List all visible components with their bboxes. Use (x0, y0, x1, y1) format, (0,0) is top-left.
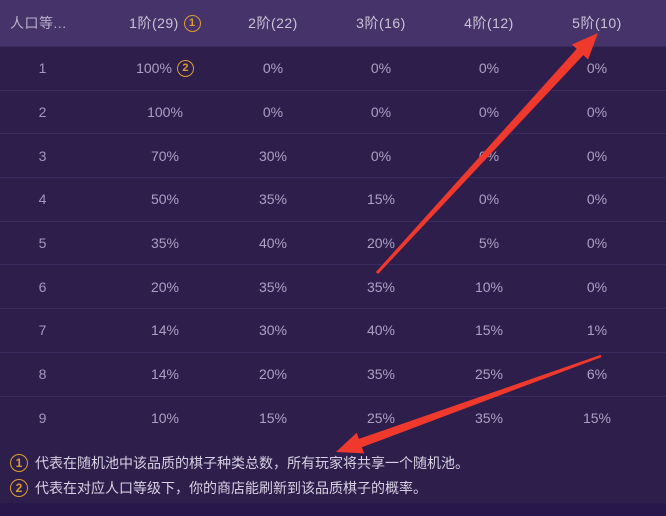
level-cell: 7 (38, 322, 47, 339)
table-row-level-9: 9 10% 15% 25% 35% 15% (0, 395, 666, 440)
footnote-2-badge: 2 (10, 478, 28, 497)
footnote-1: 1 代表在随机池中该品质的棋子种类总数，所有玩家将共享一个随机池。 (10, 450, 666, 475)
level-cell: 1 (38, 60, 47, 77)
footnote-1-badge: 1 (10, 453, 28, 472)
odds-cell-tier4: 15% (474, 322, 504, 339)
odds-cell-tier3: 0% (370, 104, 392, 121)
odds-cell-tier2: 20% (258, 366, 288, 383)
odds-cell-tier5: 6% (586, 366, 608, 383)
odds-cell-tier4: 35% (474, 409, 504, 426)
level-cell: 2 (38, 104, 47, 121)
odds-cell-tier3: 20% (366, 235, 396, 252)
column-header-tier4: 4阶(12) (464, 15, 514, 31)
table-body: 1 100% 2 0% 0% 0% 0% 2 100% 0% 0% 0% 0% … (0, 46, 666, 439)
table-row-level-1: 1 100% 2 0% 0% 0% 0% (0, 46, 666, 90)
table-row-level-8: 8 14% 20% 35% 25% 6% (0, 351, 666, 396)
odds-cell-tier2: 0% (262, 104, 284, 121)
odds-cell-tier3: 15% (366, 191, 396, 208)
odds-cell-tier2: 35% (258, 278, 288, 295)
odds-cell-tier4: 0% (478, 191, 500, 208)
table-row-level-4: 4 50% 35% 15% 0% 0% (0, 177, 666, 221)
odds-cell-tier4: 10% (474, 278, 504, 295)
odds-cell-tier3: 0% (370, 60, 392, 77)
odds-cell-tier4: 0% (478, 60, 500, 77)
level-cell: 3 (38, 147, 47, 164)
odds-cell-tier2: 30% (258, 147, 288, 164)
odds-cell-tier2: 40% (258, 235, 288, 252)
odds-cell-tier3: 35% (366, 278, 396, 295)
table-header-row: 人口等... 1阶(29) 1 2阶(22) 3阶(16) 4阶(12) 5阶(… (0, 0, 666, 46)
level-cell: 5 (38, 235, 47, 252)
footnote-2: 2 代表在对应人口等级下，你的商店能刷新到该品质棋子的概率。 (10, 475, 666, 500)
odds-cell-tier1: 10% (150, 409, 180, 426)
odds-cell-tier5: 0% (586, 104, 608, 121)
odds-cell-tier1: 70% (150, 147, 180, 164)
footnote-2-text: 代表在对应人口等级下，你的商店能刷新到该品质棋子的概率。 (35, 479, 427, 496)
odds-cell-tier1: 100% 2 (111, 47, 219, 90)
note-ref-1-badge: 1 (183, 14, 201, 32)
level-cell: 6 (38, 278, 47, 295)
odds-cell-tier5: 0% (586, 278, 608, 295)
column-header-population-level: 人口等... (0, 0, 111, 46)
odds-cell-tier4: 0% (478, 147, 500, 164)
table-row-level-2: 2 100% 0% 0% 0% 0% (0, 89, 666, 134)
odds-cell-tier3: 40% (366, 322, 396, 339)
level-cell: 8 (38, 366, 47, 383)
odds-cell-tier2: 0% (262, 60, 284, 77)
odds-cell-tier5: 0% (586, 147, 608, 164)
column-header-tier1: 1阶(29) 1 (111, 0, 219, 46)
table-row-level-5: 5 35% 40% 20% 5% 0% (0, 220, 666, 265)
odds-cell-tier1: 50% (150, 191, 180, 208)
footnote-1-text: 代表在随机池中该品质的棋子种类总数，所有玩家将共享一个随机池。 (35, 454, 469, 471)
odds-cell-tier3: 35% (366, 366, 396, 383)
odds-cell-tier5: 0% (586, 191, 608, 208)
odds-cell-tier2: 15% (258, 409, 288, 426)
odds-cell-tier5: 1% (586, 322, 608, 339)
odds-cell-tier1: 35% (150, 235, 180, 252)
odds-cell-tier3: 0% (370, 147, 392, 164)
odds-cell-tier5: 0% (586, 60, 608, 77)
bottom-strip (0, 503, 666, 516)
note-ref-2-badge: 2 (176, 59, 194, 77)
column-header-population-label: 人口等... (10, 15, 67, 31)
odds-value: 100% (136, 60, 172, 77)
footnotes: 1 代表在随机池中该品质的棋子种类总数，所有玩家将共享一个随机池。 2 代表在对… (0, 439, 666, 503)
table-row-level-6: 6 20% 35% 35% 10% 0% (0, 264, 666, 308)
column-header-tier5: 5阶(10) (572, 15, 622, 31)
odds-cell-tier1: 100% (147, 104, 183, 121)
table-row-level-7: 7 14% 30% 40% 15% 1% (0, 308, 666, 352)
odds-cell-tier1: 20% (150, 278, 180, 295)
odds-cell-tier4: 5% (478, 235, 500, 252)
column-header-tier2: 2阶(22) (248, 15, 298, 31)
odds-cell-tier1: 14% (150, 322, 180, 339)
odds-cell-tier5: 15% (582, 409, 612, 426)
odds-cell-tier1: 14% (150, 366, 180, 383)
column-header-tier1-label: 1阶(29) (129, 15, 179, 31)
odds-cell-tier2: 30% (258, 322, 288, 339)
odds-cell-tier5: 0% (586, 235, 608, 252)
odds-cell-tier2: 35% (258, 191, 288, 208)
column-header-tier3: 3阶(16) (356, 15, 406, 31)
level-cell: 9 (38, 409, 47, 426)
table-row-level-3: 3 70% 30% 0% 0% 0% (0, 133, 666, 177)
odds-cell-tier3: 25% (366, 409, 396, 426)
odds-cell-tier4: 25% (474, 366, 504, 383)
level-cell: 4 (38, 191, 47, 208)
odds-cell-tier4: 0% (478, 104, 500, 121)
